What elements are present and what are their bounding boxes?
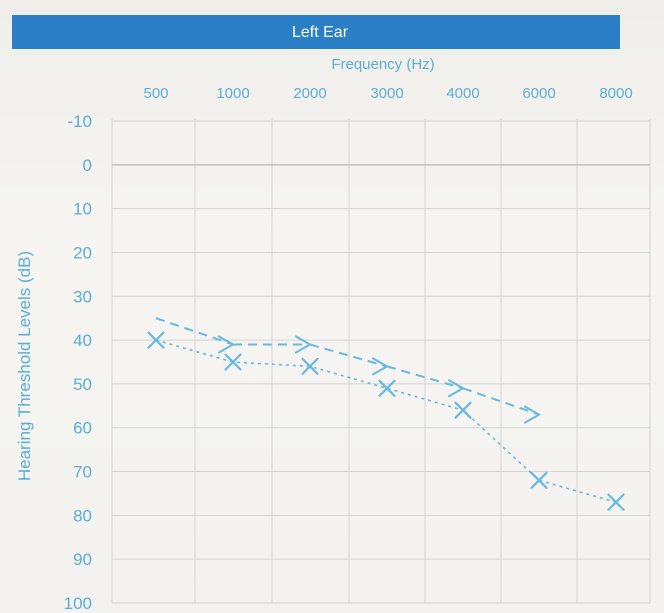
x-marker <box>530 471 548 489</box>
x-tick-label: 8000 <box>599 85 632 102</box>
x-tick-label: 4000 <box>446 85 479 102</box>
y-tick-label: 0 <box>83 156 92 175</box>
arrow-marker <box>372 357 390 376</box>
x-marker <box>301 357 319 375</box>
y-tick-label: 80 <box>73 506 92 525</box>
x-marker <box>607 493 625 511</box>
x-tick-label: 3000 <box>370 85 403 102</box>
y-tick-label: 10 <box>73 200 92 219</box>
y-tick-label: 100 <box>64 594 92 613</box>
series-line-segment <box>462 387 540 416</box>
y-tick-label: 30 <box>73 287 92 306</box>
chart-title-bar <box>12 15 620 49</box>
y-tick-label: 40 <box>73 331 92 350</box>
x-marker <box>378 379 396 397</box>
x-axis-label: Frequency (Hz) <box>331 56 434 73</box>
x-tick-label: 6000 <box>522 85 555 102</box>
x-tick-label: 2000 <box>293 85 326 102</box>
y-axis-label: Hearing Threshold Levels (dB) <box>15 251 34 481</box>
series-line <box>155 339 617 503</box>
chart-title: Left Ear <box>292 24 349 41</box>
x-tick-labels: 500 1000 2000 3000 4000 6000 8000 <box>143 85 632 102</box>
series-x <box>147 331 625 511</box>
series-layer <box>147 317 625 511</box>
series-line-segment <box>309 343 388 368</box>
series-line-segment <box>386 365 464 390</box>
y-tick-label: 50 <box>73 375 92 394</box>
x-marker <box>454 401 472 419</box>
y-tick-label: 90 <box>73 550 92 569</box>
y-tick-label: 20 <box>73 243 92 262</box>
arrow-marker <box>218 335 236 354</box>
y-tick-label: 70 <box>73 463 92 482</box>
x-marker <box>224 353 242 371</box>
arrow-marker <box>524 405 542 424</box>
arrow-marker <box>295 335 313 354</box>
x-tick-label: 1000 <box>216 85 249 102</box>
y-tick-label: 60 <box>73 419 92 438</box>
series-arrow <box>155 317 542 424</box>
grid <box>111 119 651 604</box>
y-tick-labels: -10 0 10 20 30 40 50 60 70 80 90 100 <box>64 112 92 613</box>
x-marker <box>147 331 165 349</box>
y-tick-label: -10 <box>67 112 92 131</box>
x-tick-label: 500 <box>143 85 168 102</box>
arrow-marker <box>448 379 466 398</box>
series-line-segment <box>155 317 234 346</box>
